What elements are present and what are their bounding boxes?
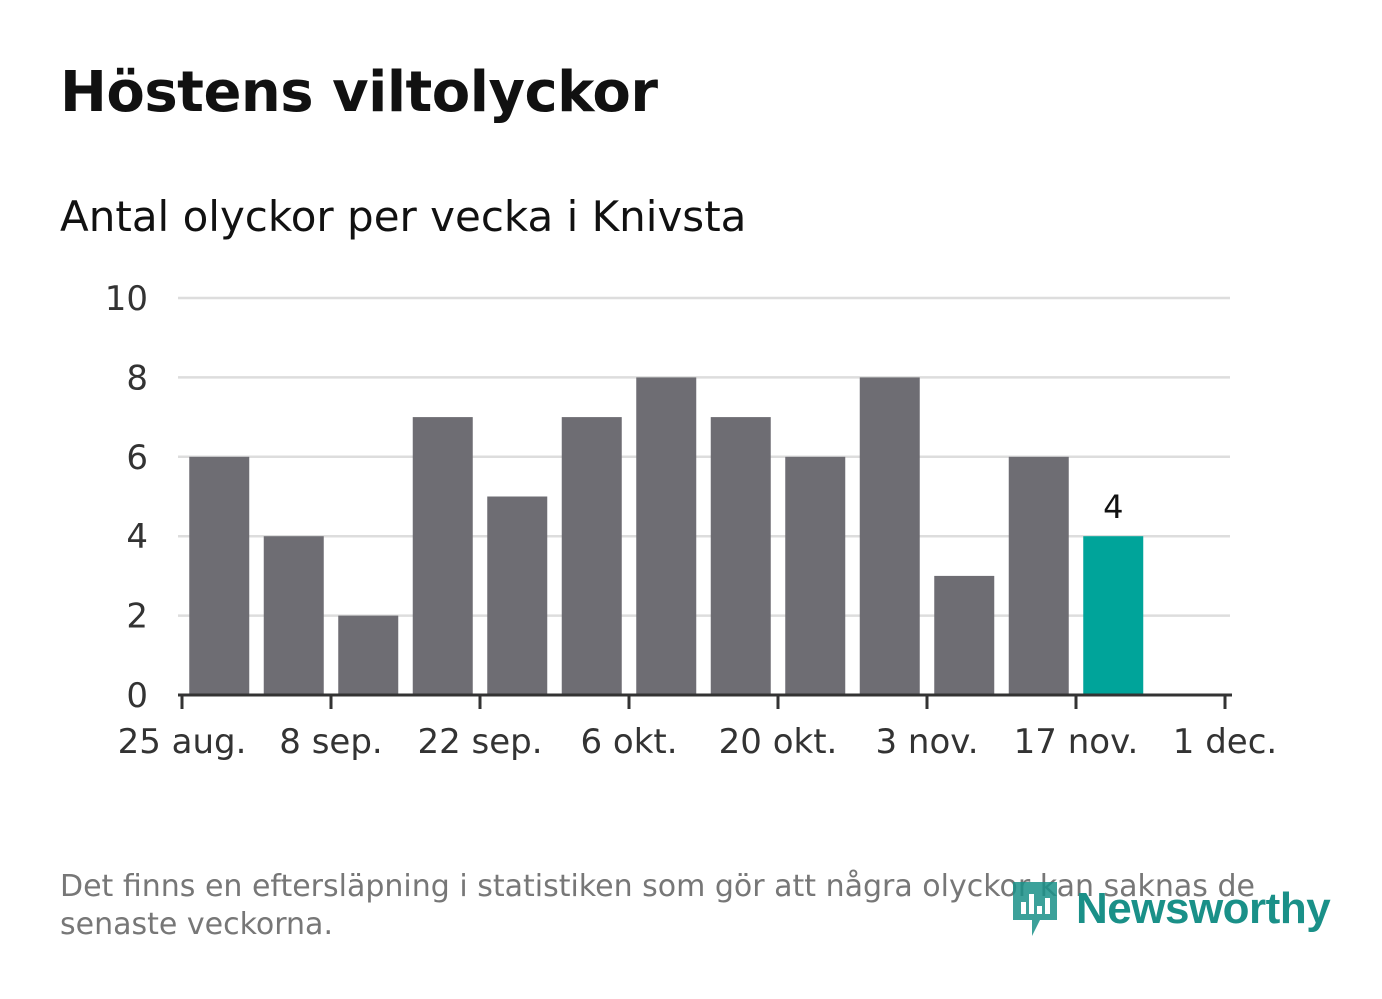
y-axis: 0 2 4 6 8 10	[105, 279, 148, 716]
newsworthy-logo[interactable]: Newsworthy	[1010, 878, 1331, 940]
bar	[636, 377, 697, 695]
y-tick-label: 6	[126, 438, 148, 478]
x-tick-label: 25 aug.	[118, 722, 247, 762]
chart-title: Höstens viltolyckor	[60, 60, 658, 125]
bar	[487, 496, 548, 695]
x-tick-label: 17 nov.	[1014, 722, 1139, 762]
x-axis: 25 aug. 8 sep. 22 sep. 6 okt. 20 okt. 3 nov. 1…	[118, 693, 1277, 762]
bar	[710, 417, 771, 695]
x-tick-label: 22 sep.	[417, 722, 542, 762]
bar	[1008, 456, 1069, 695]
chart-subtitle: Antal olyckor per vecka i Knivsta	[60, 192, 747, 241]
bar-highlight	[1083, 536, 1144, 695]
y-tick-label: 0	[126, 676, 148, 716]
bars	[189, 377, 1144, 695]
bar-value-label: 4	[1103, 488, 1123, 526]
bar	[338, 615, 399, 695]
y-tick-label: 10	[105, 279, 148, 319]
y-tick-label: 4	[126, 517, 148, 557]
bar	[934, 575, 995, 695]
x-tick-label: 1 dec.	[1173, 722, 1277, 762]
x-tick-label: 20 okt.	[719, 722, 838, 762]
bar	[785, 456, 846, 695]
x-tick-label: 8 sep.	[279, 722, 382, 762]
logo-text: Newsworthy	[1076, 884, 1331, 933]
x-tick-label: 3 nov.	[875, 722, 978, 762]
y-tick-label: 8	[126, 358, 148, 398]
y-tick-label: 2	[126, 597, 148, 637]
bar	[412, 417, 473, 695]
gridlines	[178, 296, 1230, 617]
bar	[263, 536, 324, 695]
bar	[561, 417, 622, 695]
x-tick-label: 6 okt.	[580, 722, 677, 762]
bar	[189, 456, 250, 695]
newsworthy-logo-icon	[1013, 882, 1057, 936]
data-labels: 4	[1103, 488, 1123, 526]
bar	[859, 377, 920, 695]
